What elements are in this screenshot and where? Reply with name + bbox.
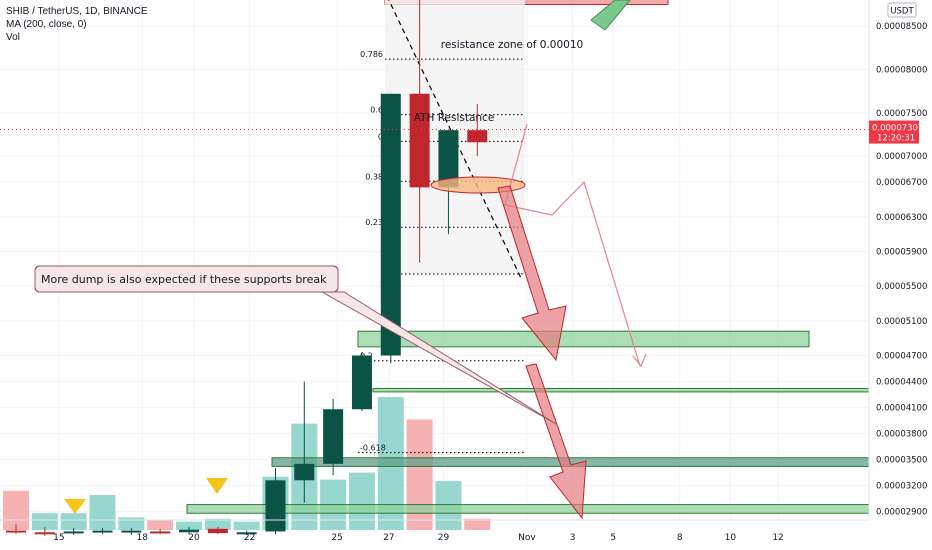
signal-triangle xyxy=(64,499,86,514)
price-tick-label: 0.00006300 xyxy=(876,213,927,223)
candle-body xyxy=(467,130,488,143)
candles xyxy=(6,0,488,536)
volume-bar xyxy=(175,521,202,530)
volume-bar xyxy=(118,517,145,530)
price-tick-label: 0.00005500 xyxy=(876,282,927,292)
fib-level-label: 0.23 xyxy=(365,218,383,227)
candle-body xyxy=(380,93,401,356)
zone-rect xyxy=(372,387,870,393)
price-axis[interactable] xyxy=(869,0,932,550)
candle-body xyxy=(207,528,228,534)
volume-bar xyxy=(464,518,491,530)
price-tick-label: 0.00007000 xyxy=(876,152,927,162)
time-tick-label: 22 xyxy=(244,533,255,543)
time-tick-label: 29 xyxy=(438,533,450,543)
candle-body xyxy=(351,355,372,410)
candle-body xyxy=(63,531,84,534)
drawings xyxy=(0,0,869,520)
projection-arrowhead xyxy=(632,353,647,368)
price-tick-label: 0.00003200 xyxy=(876,482,927,492)
price-tick-label: 0.00008000 xyxy=(876,66,927,76)
price-tick-label: 0.00005900 xyxy=(876,248,927,258)
fib-level-label: 0.6 xyxy=(370,106,383,115)
price-tick-label: 0.00006700 xyxy=(876,178,927,188)
volume-bar xyxy=(233,521,260,530)
candle-body xyxy=(265,480,286,532)
candle-body xyxy=(178,529,199,533)
volume-bar xyxy=(31,513,58,530)
candle-body xyxy=(6,530,26,533)
volume-bar xyxy=(348,472,375,530)
time-tick-label: 12 xyxy=(772,533,783,543)
last-price-badge: 0.00007307 12:20:31 xyxy=(869,120,923,144)
zone-rect xyxy=(186,504,870,514)
price-tick-label: 0.00004100 xyxy=(876,404,927,414)
resistance-zone-label: resistance zone of 0.00010 xyxy=(441,39,583,51)
price-tick-label: 0.00003800 xyxy=(876,430,927,440)
signal-triangle xyxy=(206,478,228,494)
time-tick-label: 27 xyxy=(383,533,394,543)
time-tick-label: 3 xyxy=(570,533,576,543)
chart-legend: SHIB / TetherUS, 1D, BINANCE MA (200, cl… xyxy=(6,5,148,44)
fib-level-label: -0.618 xyxy=(360,444,386,453)
time-tick-label: 25 xyxy=(331,533,342,543)
zone-rect xyxy=(384,0,669,5)
time-axis-labels: 15 18 20 22 25 27 29 Nov 3 5 8 10 12 xyxy=(53,533,784,543)
time-tick-label: 18 xyxy=(137,533,149,543)
time-tick-label: Nov xyxy=(518,533,536,543)
down-arrow xyxy=(497,185,567,362)
price-axis-labels: 0.00008500 0.00008000 0.00007500 0.00007000… xyxy=(876,22,927,517)
callout-text: More dump is also expected if these supp… xyxy=(41,273,327,286)
down-arrow xyxy=(525,363,587,520)
price-tick-label: 0.00003500 xyxy=(876,456,927,466)
fib-level-label: 0.786 xyxy=(360,50,383,59)
candle-body xyxy=(294,463,315,481)
price-tick-label: 0.00002900 xyxy=(876,508,927,518)
callout-body xyxy=(34,265,339,293)
candle-body xyxy=(92,530,113,533)
fib-level-label: 0 xyxy=(378,132,383,141)
time-tick-label: 15 xyxy=(53,533,64,543)
volume-indicator-label[interactable]: Vol xyxy=(6,32,20,43)
volume-bar xyxy=(147,520,174,530)
volume-bar xyxy=(3,490,29,530)
candle-body xyxy=(121,530,142,533)
price-tick-label: 0.00007500 xyxy=(876,109,927,119)
candle-body xyxy=(34,532,55,535)
symbol-title[interactable]: SHIB / TetherUS, 1D, BINANCE xyxy=(6,6,148,17)
fib-level-label: 0.38 xyxy=(365,172,383,181)
price-tick-label: 0.00008500 xyxy=(876,22,927,32)
price-tick-label: 0.00004400 xyxy=(876,378,927,388)
green-up-arrow xyxy=(590,0,631,31)
currency-badge[interactable]: USDT xyxy=(887,2,917,18)
volume-bar xyxy=(204,518,231,530)
candle-body xyxy=(236,532,257,535)
price-tick-label: 0.00004700 xyxy=(876,352,927,362)
time-tick-label: 5 xyxy=(610,533,616,543)
last-price-value: 0.00007307 xyxy=(872,124,923,134)
projection-line xyxy=(504,123,641,367)
bar-countdown: 12:20:31 xyxy=(877,134,915,144)
volume-bar xyxy=(60,513,87,530)
ma-indicator-label[interactable]: MA (200, close, 0) xyxy=(6,19,87,30)
volume-bar xyxy=(89,495,116,530)
price-tick-label: 0.00005100 xyxy=(876,317,927,327)
candle-body xyxy=(409,93,430,188)
time-tick-label: 20 xyxy=(188,533,200,543)
candle-body xyxy=(438,130,459,188)
currency-badge-text: USDT xyxy=(890,7,914,17)
ath-resistance-label: ATH Resistance xyxy=(414,112,495,124)
time-tick-label: 8 xyxy=(677,533,683,543)
candle-body xyxy=(323,409,344,464)
callout-box[interactable]: More dump is also expected if these supp… xyxy=(34,265,557,425)
time-tick-label: 10 xyxy=(725,533,737,543)
zone-rect xyxy=(357,330,810,348)
candle-body xyxy=(150,531,171,534)
